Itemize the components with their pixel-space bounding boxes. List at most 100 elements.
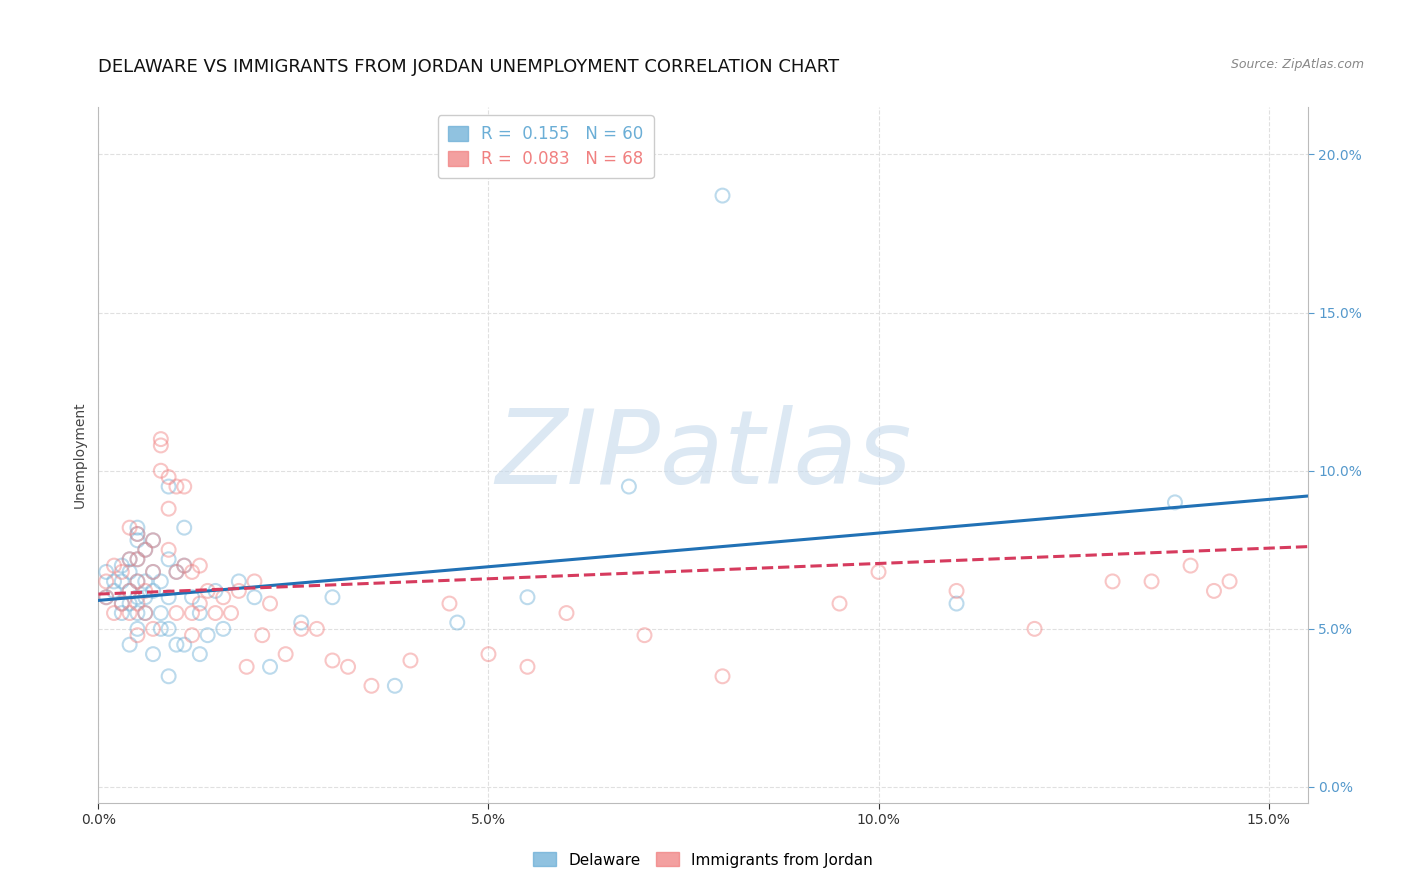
Point: [134, 606, 156, 620]
Point: [181, 591, 204, 605]
Point: [516, 660, 538, 674]
Point: [142, 565, 165, 579]
Point: [197, 583, 219, 598]
Point: [181, 628, 204, 642]
Point: [173, 638, 195, 652]
Point: [149, 432, 172, 446]
Point: [321, 591, 343, 605]
Point: [477, 647, 499, 661]
Point: [1024, 622, 1046, 636]
Point: [188, 558, 211, 573]
Point: [290, 622, 312, 636]
Point: [204, 606, 226, 620]
Point: [1202, 583, 1225, 598]
Point: [118, 521, 141, 535]
Point: [134, 542, 156, 557]
Point: [259, 660, 281, 674]
Point: [96, 565, 118, 579]
Point: [945, 583, 967, 598]
Point: [96, 591, 118, 605]
Point: [118, 606, 141, 620]
Point: [149, 622, 172, 636]
Point: [118, 552, 141, 566]
Point: [617, 479, 640, 493]
Point: [118, 552, 141, 566]
Point: [127, 521, 149, 535]
Point: [337, 660, 360, 674]
Point: [157, 501, 180, 516]
Point: [149, 606, 172, 620]
Point: [212, 591, 235, 605]
Point: [103, 558, 125, 573]
Point: [173, 521, 195, 535]
Point: [384, 679, 406, 693]
Point: [111, 606, 134, 620]
Point: [127, 597, 149, 611]
Point: [103, 583, 125, 598]
Point: [127, 552, 149, 566]
Point: [219, 606, 242, 620]
Point: [1219, 574, 1241, 589]
Point: [157, 470, 180, 484]
Point: [149, 438, 172, 452]
Point: [243, 574, 266, 589]
Point: [118, 583, 141, 598]
Point: [157, 622, 180, 636]
Point: [149, 464, 172, 478]
Point: [111, 558, 134, 573]
Point: [1180, 558, 1202, 573]
Point: [828, 597, 851, 611]
Point: [96, 591, 118, 605]
Point: [103, 606, 125, 620]
Point: [290, 615, 312, 630]
Point: [165, 638, 187, 652]
Point: [181, 606, 204, 620]
Point: [157, 542, 180, 557]
Point: [243, 591, 266, 605]
Text: ZIPatlas: ZIPatlas: [495, 405, 911, 505]
Y-axis label: Unemployment: Unemployment: [73, 401, 87, 508]
Point: [142, 565, 165, 579]
Point: [157, 669, 180, 683]
Point: [127, 574, 149, 589]
Point: [188, 606, 211, 620]
Point: [633, 628, 655, 642]
Point: [165, 606, 187, 620]
Point: [127, 552, 149, 566]
Point: [134, 583, 156, 598]
Point: [173, 479, 195, 493]
Point: [516, 591, 538, 605]
Point: [134, 542, 156, 557]
Point: [127, 527, 149, 541]
Point: [197, 628, 219, 642]
Point: [945, 597, 967, 611]
Point: [118, 597, 141, 611]
Point: [1140, 574, 1163, 589]
Point: [1164, 495, 1187, 509]
Point: [165, 565, 187, 579]
Point: [204, 583, 226, 598]
Point: [188, 647, 211, 661]
Point: [868, 565, 890, 579]
Point: [118, 638, 141, 652]
Point: [127, 622, 149, 636]
Point: [1101, 574, 1123, 589]
Point: [173, 558, 195, 573]
Point: [142, 583, 165, 598]
Legend: Delaware, Immigrants from Jordan: Delaware, Immigrants from Jordan: [526, 845, 880, 875]
Point: [439, 597, 461, 611]
Point: [127, 527, 149, 541]
Point: [118, 583, 141, 598]
Point: [142, 533, 165, 548]
Point: [259, 597, 281, 611]
Point: [134, 591, 156, 605]
Point: [157, 479, 180, 493]
Point: [235, 660, 257, 674]
Point: [149, 574, 172, 589]
Point: [228, 583, 250, 598]
Point: [111, 574, 134, 589]
Point: [111, 597, 134, 611]
Text: Source: ZipAtlas.com: Source: ZipAtlas.com: [1230, 58, 1364, 71]
Point: [111, 565, 134, 579]
Point: [555, 606, 578, 620]
